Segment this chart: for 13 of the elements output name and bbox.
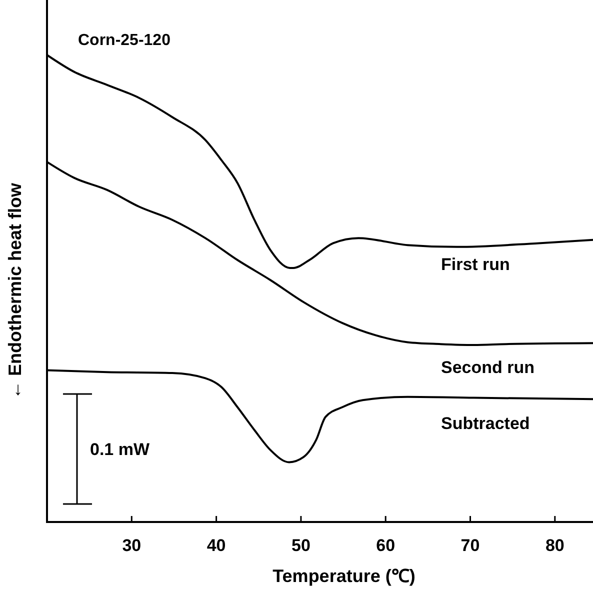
y-axis-title: ← Endothermic heat flow <box>5 182 25 400</box>
x-tick-label: 70 <box>460 536 480 555</box>
series-label: Second run <box>441 358 535 378</box>
x-tick-label: 50 <box>291 536 310 555</box>
annotation: 0.1 mW <box>90 440 150 459</box>
x-axis-title: Temperature (℃) <box>272 566 416 586</box>
series-label: Subtracted <box>441 414 530 434</box>
x-tick-label: 80 <box>545 536 564 555</box>
x-tick-label: 30 <box>122 536 142 555</box>
series-label: First run <box>441 254 510 274</box>
x-tick-label: 60 <box>376 536 396 555</box>
x-tick-label: 40 <box>206 536 226 555</box>
chart-title: Corn-25-120 <box>78 32 171 49</box>
